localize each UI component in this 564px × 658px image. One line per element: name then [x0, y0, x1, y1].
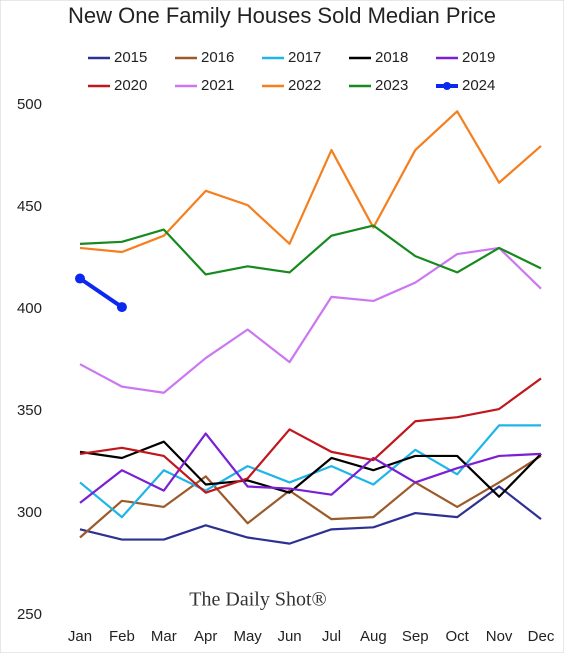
x-tick-label: Aug	[360, 628, 387, 645]
point	[75, 273, 85, 284]
series-line	[78, 276, 124, 309]
legend-label: 2019	[462, 49, 495, 66]
point	[116, 302, 127, 313]
y-tick-label: 250	[17, 606, 42, 623]
x-tick-label: Dec	[528, 628, 555, 645]
y-tick-label: 450	[17, 198, 42, 215]
y-tick-label: 500	[17, 96, 42, 113]
series-line	[79, 455, 542, 539]
legend-label: 2022	[288, 77, 321, 94]
y-tick-label: 300	[17, 504, 42, 521]
legend-marker	[443, 82, 451, 90]
y-tick-label: 400	[17, 300, 42, 317]
legend-label: 2021	[201, 77, 234, 94]
series-line	[79, 110, 542, 254]
x-tick-label: May	[233, 628, 262, 645]
x-tick-label: Sep	[402, 628, 429, 645]
x-tick-label: Apr	[194, 628, 217, 645]
x-tick-label: Jan	[68, 628, 92, 645]
x-tick-label: Oct	[446, 628, 470, 645]
x-tick-label: Mar	[151, 628, 177, 645]
series-line	[79, 224, 542, 276]
legend-label: 2015	[114, 49, 147, 66]
legend-label: 2017	[288, 49, 321, 66]
legend-label: 2020	[114, 77, 147, 94]
chart-title: New One Family Houses Sold Median Price	[68, 3, 496, 28]
series-line	[79, 246, 542, 394]
legend-label: 2024	[462, 77, 495, 94]
legend-label: 2016	[201, 49, 234, 66]
series-line	[79, 432, 542, 504]
watermark: The Daily Shot®	[189, 589, 326, 611]
y-tick-label: 350	[17, 402, 42, 419]
series-line	[79, 485, 542, 545]
legend-label: 2018	[375, 49, 408, 66]
series-line	[79, 377, 542, 494]
x-tick-label: Nov	[486, 628, 513, 645]
x-tick-label: Jul	[322, 628, 341, 645]
x-tick-label: Feb	[109, 628, 135, 645]
x-tick-label: Jun	[277, 628, 301, 645]
series-line	[79, 440, 542, 498]
legend-label: 2023	[375, 77, 408, 94]
